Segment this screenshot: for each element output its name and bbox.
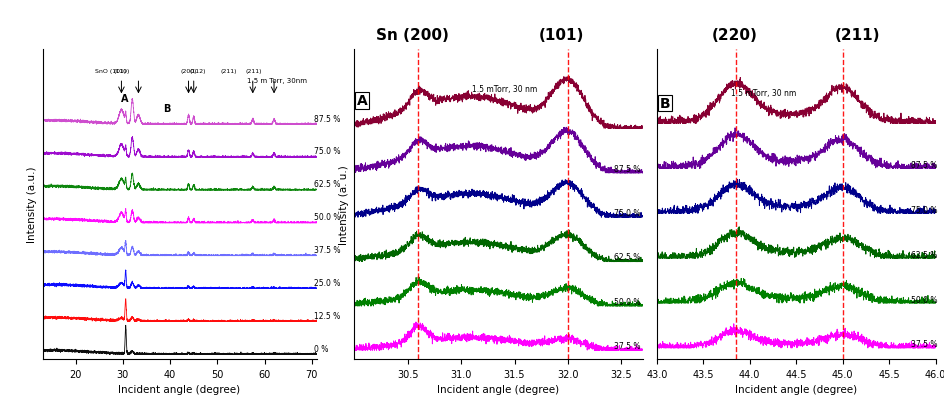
- Text: 1.5 mTorr, 30 nm: 1.5 mTorr, 30 nm: [471, 85, 536, 94]
- Text: Sn (200): Sn (200): [375, 28, 448, 43]
- Text: 87.5 %: 87.5 %: [313, 114, 340, 123]
- Text: SnO (101): SnO (101): [95, 69, 126, 74]
- Text: 87.5 %: 87.5 %: [910, 161, 936, 169]
- Text: 37.5 %: 37.5 %: [313, 245, 341, 254]
- Text: (220): (220): [711, 28, 757, 43]
- Text: 50.0 %: 50.0 %: [313, 213, 341, 222]
- Text: 0 %: 0 %: [313, 344, 329, 353]
- X-axis label: Incident angle (degree): Incident angle (degree): [118, 385, 241, 394]
- Text: A: A: [356, 94, 367, 108]
- Text: (200): (200): [180, 69, 196, 74]
- Text: B: B: [162, 104, 170, 114]
- Text: (101): (101): [539, 28, 584, 43]
- Text: (211): (211): [834, 28, 879, 43]
- Y-axis label: Intensity (a. u.): Intensity (a. u.): [339, 165, 348, 244]
- Y-axis label: Intensity (a.u.): Intensity (a.u.): [27, 166, 37, 242]
- Text: A: A: [120, 94, 127, 104]
- Text: 62.5 %: 62.5 %: [313, 180, 340, 189]
- Text: 50.0 %: 50.0 %: [910, 295, 936, 304]
- Text: 1.5 mTorr, 30 nm: 1.5 mTorr, 30 nm: [731, 89, 796, 98]
- Text: 1.5 m Torr, 30nm: 1.5 m Torr, 30nm: [247, 77, 307, 83]
- Text: 62.5 %: 62.5 %: [614, 253, 640, 262]
- Text: (112): (112): [189, 69, 206, 74]
- Text: (211): (211): [221, 69, 237, 74]
- Text: (110): (110): [113, 69, 130, 74]
- X-axis label: Incident angle (degree): Incident angle (degree): [437, 385, 559, 394]
- Text: 37.5 %: 37.5 %: [614, 341, 640, 350]
- Text: 25.0 %: 25.0 %: [313, 278, 340, 287]
- Text: 50.0 %: 50.0 %: [614, 297, 640, 306]
- Text: 62.5 %: 62.5 %: [910, 250, 936, 259]
- Text: B: B: [659, 97, 669, 111]
- X-axis label: Incident angle (degree): Incident angle (degree): [734, 385, 856, 394]
- Text: 75.0 %: 75.0 %: [313, 147, 341, 156]
- Text: 12.5 %: 12.5 %: [313, 311, 340, 320]
- Text: 75.0 %: 75.0 %: [614, 209, 640, 218]
- Text: (211): (211): [245, 69, 262, 74]
- Text: 75.0 %: 75.0 %: [910, 205, 936, 214]
- Text: 37.5 %: 37.5 %: [910, 339, 936, 349]
- Text: 87.5 %: 87.5 %: [614, 164, 640, 173]
